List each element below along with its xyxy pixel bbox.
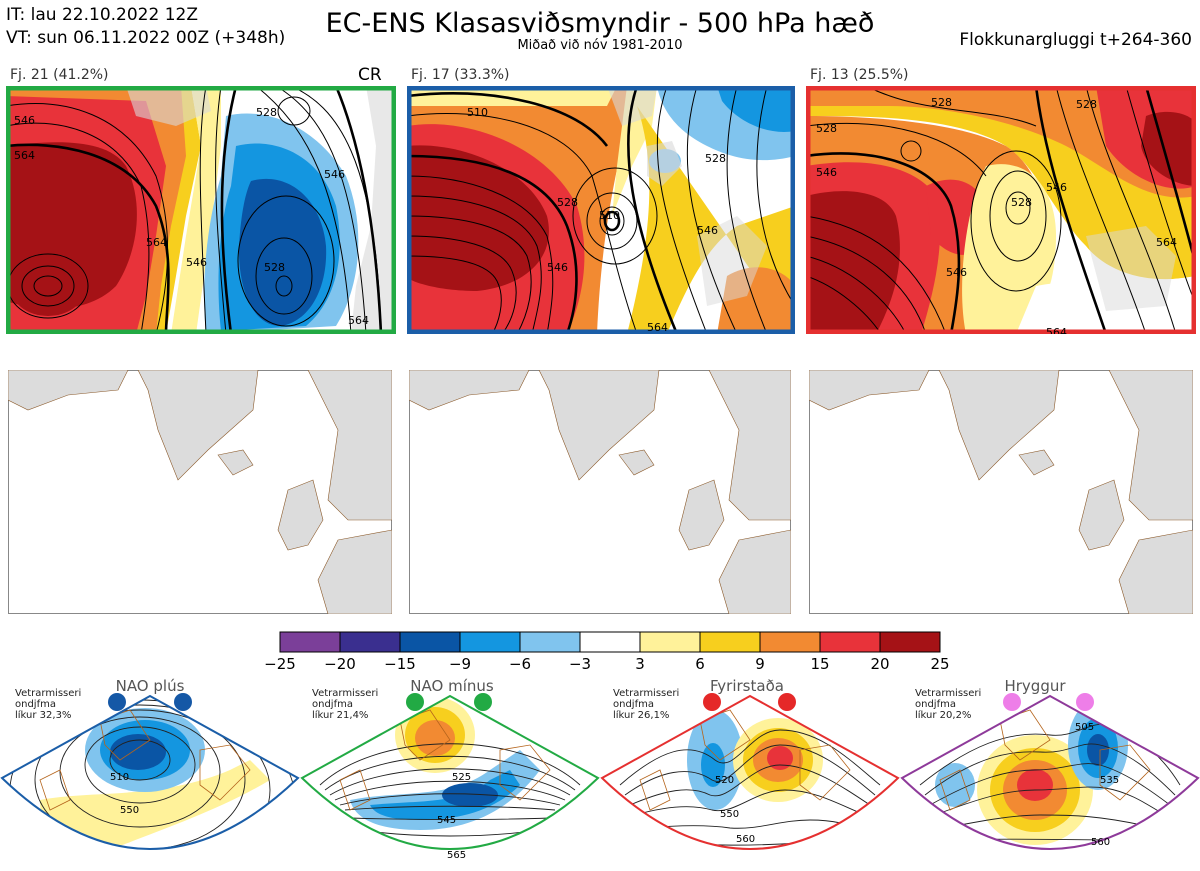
- regime-3-title: Fyrirstaða: [710, 677, 784, 695]
- regime-3-info: Vetrarmisseri ondjfma líkur 26,1%: [613, 688, 680, 721]
- colorbar-cell: [579, 631, 641, 653]
- colorbar-cell: [399, 631, 461, 653]
- valid-time: VT: sun 06.11.2022 00Z (+348h): [6, 28, 286, 48]
- colorbar-cell: [519, 631, 581, 653]
- colorbar: −25 −20 −15 −9 −6 −3 3 6 9 15 20 25: [264, 631, 950, 673]
- contour-label: 505: [1075, 722, 1094, 733]
- regime-4-info: Vetrarmisseri ondjfma líkur 20,2%: [915, 688, 982, 721]
- regime-3-dot-right: [778, 693, 796, 711]
- classification-window: Flokkunargluggi t+264-360: [959, 30, 1192, 50]
- contour-label: 550: [120, 805, 139, 816]
- cluster-3-map: 528 528 546 528 546 564 546 528 564: [806, 86, 1196, 334]
- contour-label: 528: [1011, 196, 1032, 209]
- base-map-2: [409, 370, 791, 614]
- cluster-1-map: 546 564 564 546 528 528 546 564: [6, 86, 396, 334]
- cluster-3-label: Fj. 13 (25.5%): [810, 67, 909, 83]
- contour-label: 546: [816, 166, 837, 179]
- regime-4-dot-left: [1003, 693, 1021, 711]
- initial-time: IT: lau 22.10.2022 12Z: [6, 5, 198, 25]
- contour-label: 528: [264, 261, 285, 274]
- cluster-1-tag: CR: [358, 65, 382, 85]
- colorbar-cell: [879, 631, 941, 653]
- regime-2-title: NAO mínus: [410, 677, 494, 695]
- regime-1-title: NAO plús: [115, 677, 185, 695]
- colorbar-tick-label: 20: [870, 655, 889, 673]
- base-map-1: [8, 370, 392, 614]
- colorbar-tick-label: 6: [695, 655, 705, 673]
- base-map-3: [809, 370, 1193, 614]
- contour-label: 510: [467, 106, 488, 119]
- page-subtitle: Miðað við nóv 1981-2010: [517, 38, 683, 53]
- colorbar-cell: [279, 631, 341, 653]
- cluster-1-label: Fj. 21 (41.2%): [10, 67, 109, 83]
- regime-2-map: 525 545 565: [300, 694, 600, 861]
- contour-label: 546: [547, 261, 568, 274]
- colorbar-tick-label: −15: [384, 655, 416, 673]
- contour-label: 520: [715, 775, 734, 786]
- contour-label: 528: [1076, 98, 1097, 111]
- contour-label: 545: [437, 815, 456, 826]
- contour-label: 564: [146, 236, 167, 249]
- contour-label: 564: [1156, 236, 1177, 249]
- contour-label: 528: [705, 152, 726, 165]
- regime-2-info: Vetrarmisseri ondjfma líkur 21,4%: [312, 688, 379, 721]
- header-dates: IT: lau 22.10.2022 12Z VT: sun 06.11.202…: [6, 4, 285, 50]
- contour-label: 525: [452, 772, 471, 783]
- regime-2-dot-right: [474, 693, 492, 711]
- contour-label: 546: [186, 256, 207, 269]
- colorbar-tick-label: −9: [449, 655, 471, 673]
- contour-label: 510: [110, 772, 129, 783]
- cluster-2-label: Fj. 17 (33.3%): [411, 67, 510, 83]
- contour-label: 528: [931, 96, 952, 109]
- colorbar-tick-label: −20: [324, 655, 356, 673]
- regime-4-map: 505 535 560: [900, 694, 1200, 850]
- colorbar-cell: [639, 631, 701, 653]
- page-title: EC-ENS Klasasviðsmyndir - 500 hPa hæð: [325, 8, 875, 39]
- contour-label: 560: [1091, 837, 1110, 848]
- contour-label: 528: [557, 196, 578, 209]
- contour-label: 546: [946, 266, 967, 279]
- colorbar-tick-label: −6: [509, 655, 531, 673]
- regime-1-dot-right: [174, 693, 192, 711]
- contour-label: 550: [720, 809, 739, 820]
- regime-1-info: Vetrarmisseri ondjfma líkur 32,3%: [15, 688, 82, 721]
- contour-label: 546: [324, 168, 345, 181]
- regime-4-title: Hryggur: [1004, 677, 1066, 695]
- colorbar-tick-label: 9: [755, 655, 765, 673]
- cluster-2-map: 510 528 546 510 528 546 564: [407, 86, 795, 334]
- contour-label: 535: [1100, 775, 1119, 786]
- contour-label: 510: [599, 209, 620, 222]
- contour-label: 528: [256, 106, 277, 119]
- regime-3-dot-left: [703, 693, 721, 711]
- contour-label: 546: [697, 224, 718, 237]
- contour-label: 564: [647, 321, 668, 334]
- regime-2-dot-left: [406, 693, 424, 711]
- contour-label: 546: [1046, 181, 1067, 194]
- contour-label: 564: [14, 149, 35, 162]
- colorbar-tick-label: 3: [635, 655, 645, 673]
- colorbar-tick-label: 25: [930, 655, 949, 673]
- regime-4-dot-right: [1076, 693, 1094, 711]
- regime-1-map: 510 550: [0, 694, 300, 850]
- regime-1-dot-left: [108, 693, 126, 711]
- colorbar-cell: [339, 631, 401, 653]
- colorbar-tick-label: −3: [569, 655, 591, 673]
- contour-label: 546: [14, 114, 35, 127]
- colorbar-tick-label: −25: [264, 655, 296, 673]
- contour-label: 564: [348, 314, 369, 327]
- colorbar-tick-label: 15: [810, 655, 829, 673]
- colorbar-cell: [759, 631, 821, 653]
- contour-label: 528: [816, 122, 837, 135]
- colorbar-cell: [819, 631, 881, 653]
- regime-3-map: 520 550 560: [600, 694, 900, 850]
- contour-label: 564: [1046, 326, 1067, 334]
- colorbar-cell: [459, 631, 521, 653]
- contour-label: 565: [447, 850, 466, 861]
- colorbar-cell: [699, 631, 761, 653]
- contour-label: 560: [736, 834, 755, 845]
